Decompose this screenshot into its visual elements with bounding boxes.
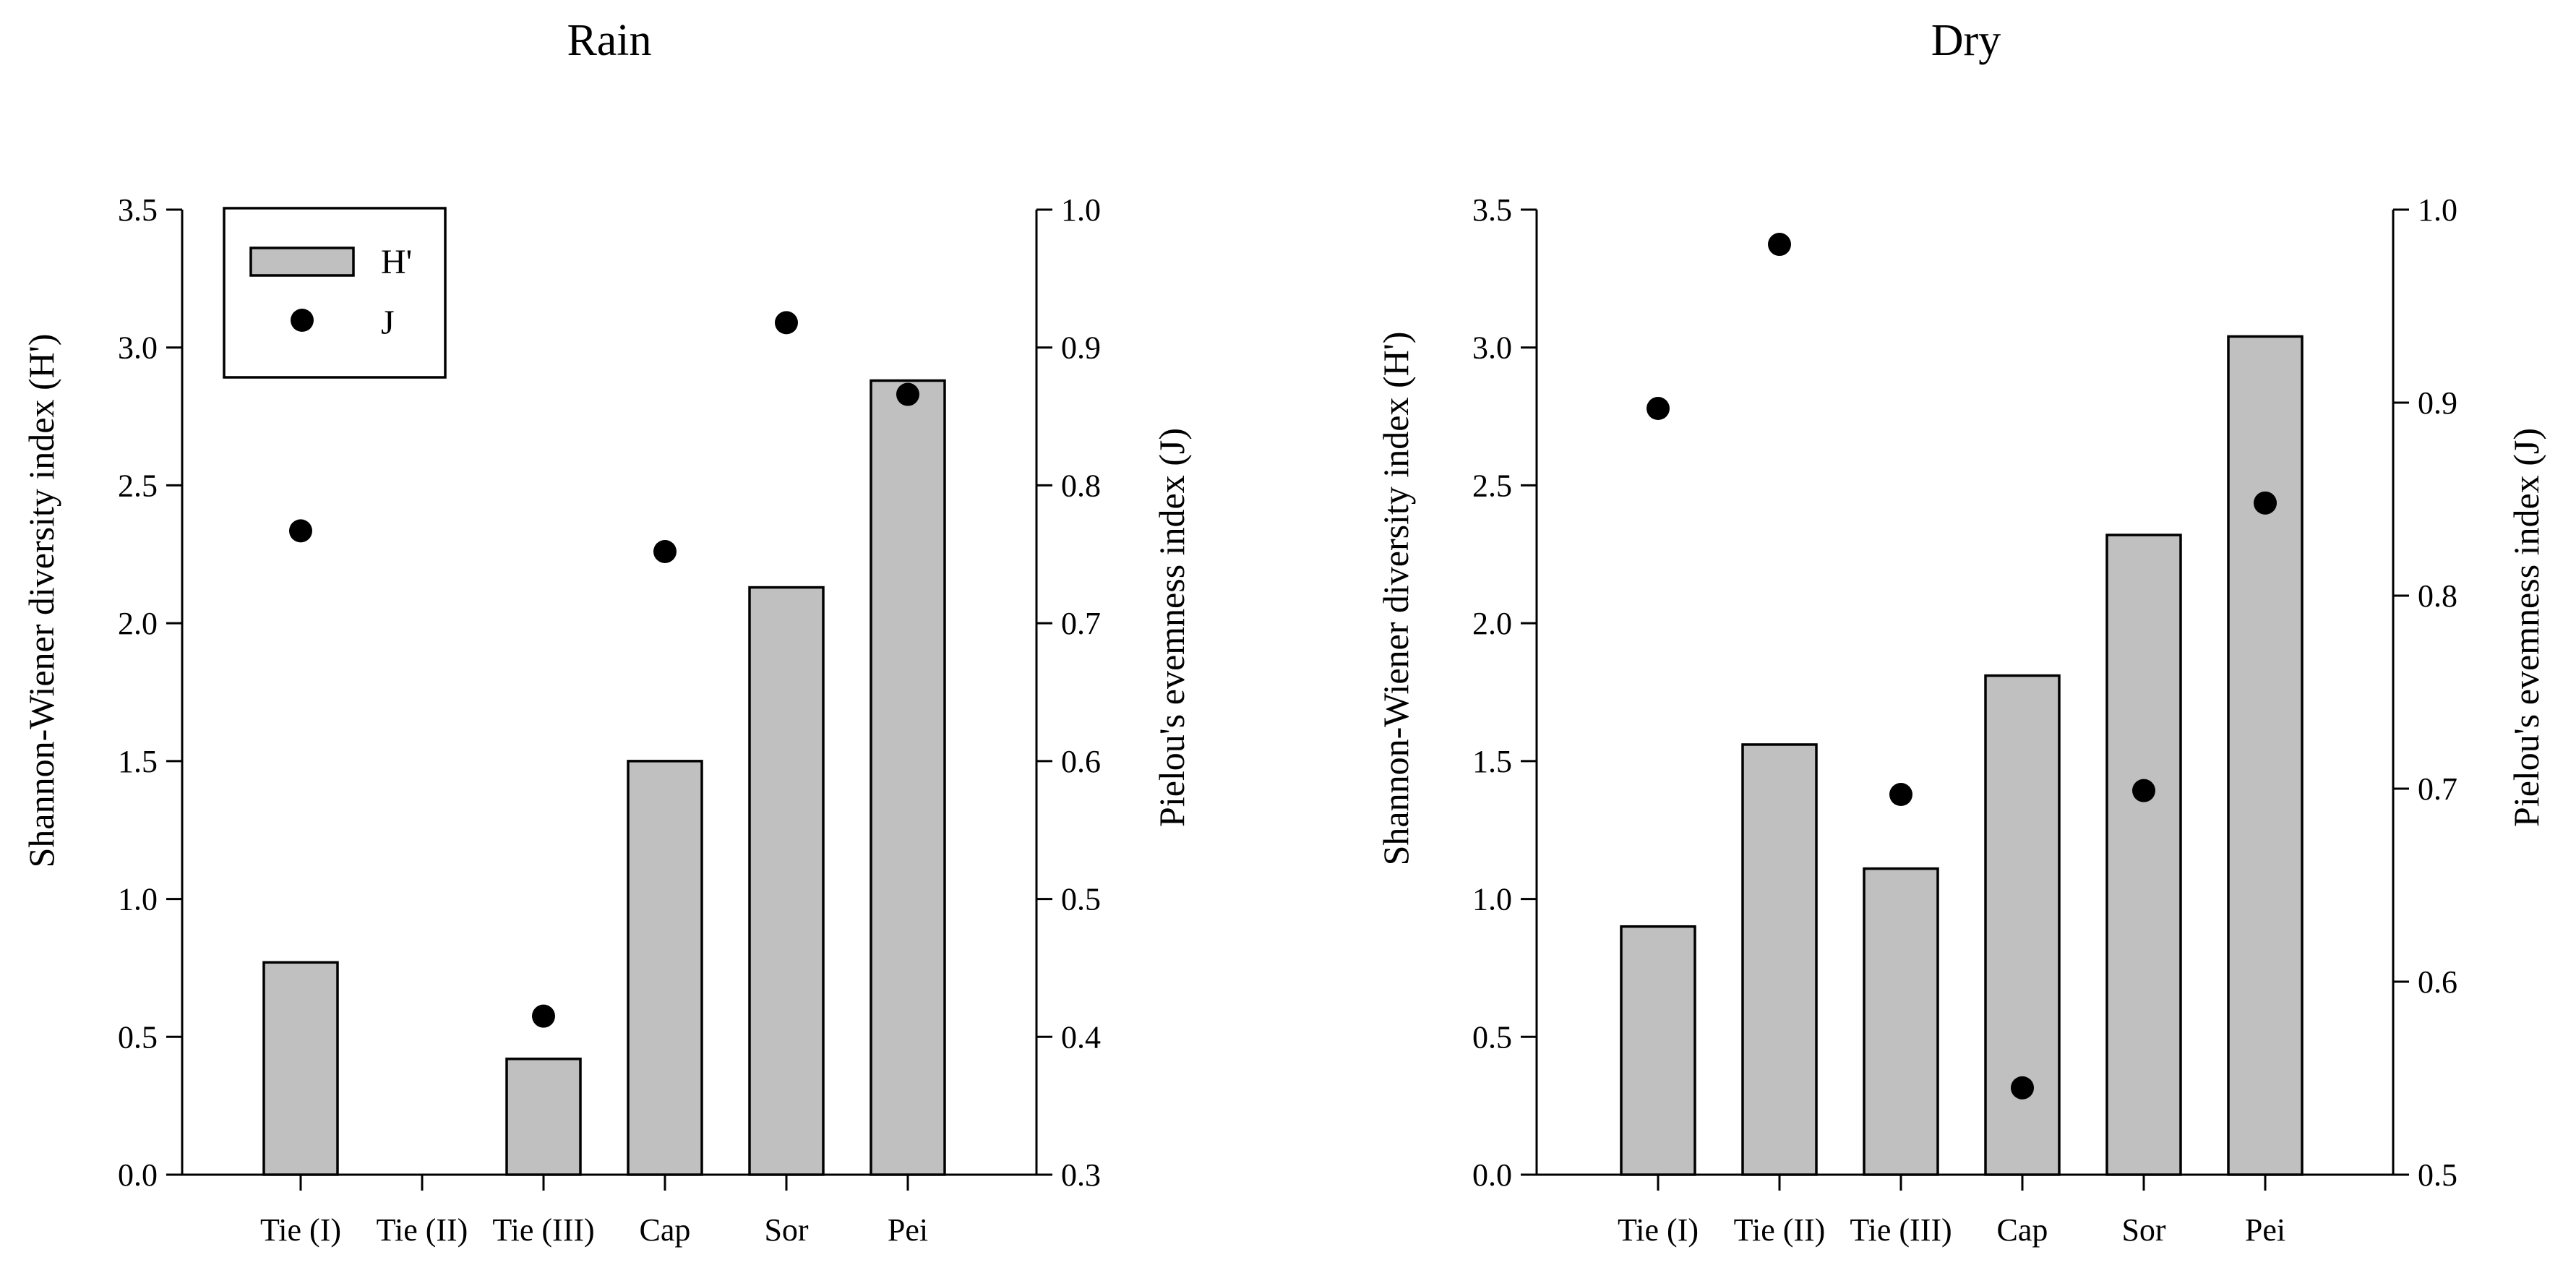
rain-right-tick-label-0: 0.3 [1061, 1157, 1101, 1193]
dry-x-tick-label-5: Pei [2245, 1212, 2285, 1248]
rain-chart-panel: Rain Shannon-Wiener diversity index (H')… [21, 16, 1192, 1248]
dry-chart-title: Dry [1931, 16, 2001, 65]
rain-right-tick-label-2: 0.5 [1061, 882, 1101, 917]
rain-x-tick-label-4: Sor [764, 1212, 808, 1248]
rain-bar-0 [262, 961, 339, 1176]
dry-bar-4 [2105, 533, 2182, 1176]
rain-x-tick-label-1: Tie (II) [377, 1212, 468, 1248]
rain-left-tick-label-0: 0.0 [118, 1157, 158, 1193]
dry-right-tick-label-4: 0.9 [2418, 385, 2457, 421]
rain-bar-5 [870, 379, 946, 1176]
dry-bar-5 [2227, 335, 2304, 1176]
rain-x-tick-label-5: Pei [888, 1212, 928, 1248]
dry-right-tick-label-5: 1.0 [2418, 192, 2457, 228]
dry-left-tick-label-0: 0.0 [1472, 1157, 1512, 1193]
rain-chart-title: Rain [567, 16, 651, 65]
rain-left-tick-label-6: 3.0 [118, 330, 158, 366]
dry-right-tick-label-1: 0.6 [2418, 964, 2457, 1000]
dry-left-tick-label-4: 2.0 [1472, 606, 1512, 641]
rain-bar-3 [627, 760, 703, 1176]
dry-x-tick-label-1: Tie (II) [1734, 1212, 1826, 1248]
rain-point-5 [896, 382, 919, 406]
dry-left-axis-label: Shannon-Wiener diversity index (H') [1375, 332, 1416, 866]
dry-left-tick-label-1: 0.5 [1472, 1019, 1512, 1055]
rain-left-tick-label-5: 2.5 [118, 468, 158, 503]
rain-legend-dot-swatch [291, 309, 314, 332]
dry-left-tick-label-2: 1.0 [1472, 882, 1512, 917]
rain-point-2 [532, 1004, 555, 1028]
dry-right-axis-label: Pielou's evemness index (J) [2506, 428, 2546, 827]
dry-chart-panel: Dry Shannon-Wiener diversity index (H') … [1375, 16, 2546, 1248]
rain-legend: H' J [223, 207, 447, 379]
rain-x-tick-label-0: Tie (I) [260, 1212, 341, 1248]
dry-bar-1 [1741, 743, 1818, 1176]
rain-right-tick-label-6: 0.9 [1061, 330, 1101, 366]
rain-legend-dot-label: J [381, 304, 395, 342]
rain-right-tick-label-7: 1.0 [1061, 192, 1101, 228]
rain-point-0 [289, 519, 312, 543]
dry-left-tick-label-7: 3.5 [1472, 192, 1512, 228]
dry-bar-3 [1984, 674, 2061, 1176]
dry-point-4 [2132, 779, 2155, 802]
rain-left-tick-label-2: 1.0 [118, 882, 158, 917]
rain-left-axis-label: Shannon-Wiener diversity index (H') [21, 334, 61, 868]
rain-left-tick-label-1: 0.5 [118, 1019, 158, 1055]
rain-left-tick-label-4: 2.0 [118, 606, 158, 641]
rain-point-3 [653, 539, 677, 563]
dry-point-0 [1647, 397, 1670, 421]
rain-x-tick-label-3: Cap [640, 1212, 691, 1248]
dry-x-tick-label-0: Tie (I) [1618, 1212, 1699, 1248]
rain-right-axis-label: Pielou's evemness index (J) [1151, 428, 1192, 827]
dry-right-tick-label-0: 0.5 [2418, 1157, 2457, 1193]
rain-legend-box [223, 207, 447, 379]
dry-x-tick-label-3: Cap [1997, 1212, 2048, 1248]
rain-legend-bar-swatch [249, 247, 355, 277]
dry-point-3 [2011, 1076, 2034, 1100]
dry-point-5 [2254, 491, 2277, 515]
dry-point-1 [1768, 233, 1791, 257]
dry-bar-0 [1620, 925, 1696, 1176]
rain-left-tick-label-3: 1.5 [118, 744, 158, 779]
rain-bar-4 [748, 586, 825, 1176]
dry-left-tick-label-6: 3.0 [1472, 330, 1512, 366]
dry-bar-2 [1863, 867, 1939, 1176]
dry-x-tick-label-2: Tie (III) [1850, 1212, 1952, 1248]
rain-left-tick-label-7: 3.5 [118, 192, 158, 228]
rain-bar-2 [505, 1058, 582, 1176]
rain-legend-bar-label: H' [381, 243, 412, 281]
dry-left-tick-label-5: 2.5 [1472, 468, 1512, 503]
dry-x-tick-label-4: Sor [2121, 1212, 2165, 1248]
dry-right-tick-label-2: 0.7 [2418, 771, 2457, 807]
rain-x-tick-label-2: Tie (III) [492, 1212, 594, 1248]
dry-point-2 [1889, 783, 1912, 807]
rain-right-tick-label-5: 0.8 [1061, 468, 1101, 503]
dry-right-tick-label-3: 0.8 [2418, 578, 2457, 614]
rain-point-4 [775, 311, 798, 335]
dry-left-tick-label-3: 1.5 [1472, 744, 1512, 779]
rain-right-tick-label-4: 0.7 [1061, 606, 1101, 641]
rain-right-tick-label-1: 0.4 [1061, 1019, 1101, 1055]
rain-right-tick-label-3: 0.6 [1061, 744, 1101, 779]
